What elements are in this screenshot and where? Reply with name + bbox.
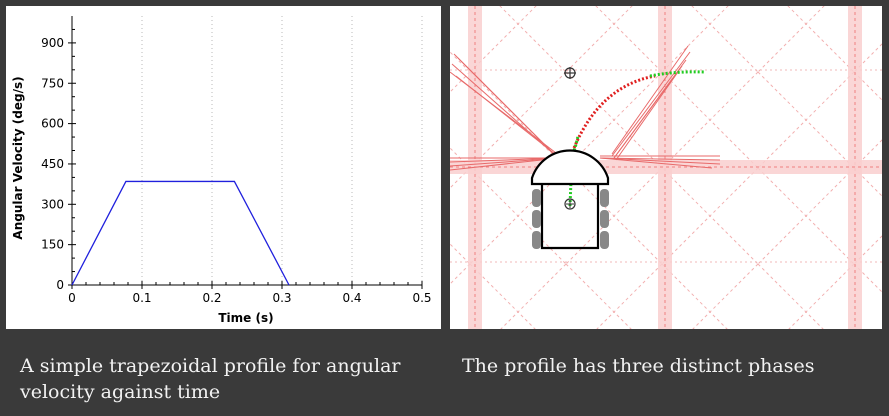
x-tick-label: 0.2 xyxy=(202,291,221,305)
velocity-profile-line xyxy=(71,180,290,286)
y-tick-label: 450 xyxy=(41,157,64,171)
velocity-chart-panel: 0 0.1 0.2 0.3 0.4 0.5 0 150 300 450 600 750 900 Time… xyxy=(6,6,441,329)
y-tick-label: 150 xyxy=(41,238,64,252)
x-tick-label: 0.5 xyxy=(412,291,431,305)
target-crosshair-icon xyxy=(564,67,576,79)
x-axis-title: Time (s) xyxy=(218,311,273,325)
robot-center-icon xyxy=(564,198,576,210)
y-tick-label: 600 xyxy=(41,117,64,131)
y-tick-label: 0 xyxy=(56,278,64,292)
y-tick-label: 900 xyxy=(41,36,64,50)
robot-simulation-view xyxy=(450,6,882,329)
x-tick-label: 0.3 xyxy=(272,291,291,305)
red-arc-trajectory xyxy=(572,74,656,149)
sensor-rays-left xyxy=(450,53,561,171)
velocity-chart: 0 0.1 0.2 0.3 0.4 0.5 0 150 300 450 600 750 900 Time… xyxy=(11,16,432,325)
y-tick-label: 300 xyxy=(41,197,64,211)
y-tick-label: 750 xyxy=(41,76,64,90)
x-tick-label: 0 xyxy=(68,291,76,305)
x-tick-label: 0.4 xyxy=(342,291,361,305)
robot-simulation-panel xyxy=(450,6,882,329)
caption-right: The profile has three distinct phases xyxy=(462,355,815,377)
robot-body xyxy=(530,149,610,250)
caption-left: A simple trapezoidal profile for angular… xyxy=(20,355,401,403)
green-trajectory-end xyxy=(649,70,706,78)
robot-wheels xyxy=(532,189,609,249)
green-trajectory-path xyxy=(568,135,580,207)
x-tick-label: 0.1 xyxy=(132,291,151,305)
y-axis-title: Angular Velocity (deg/s) xyxy=(11,76,25,239)
sensor-rays-right xyxy=(599,45,721,169)
